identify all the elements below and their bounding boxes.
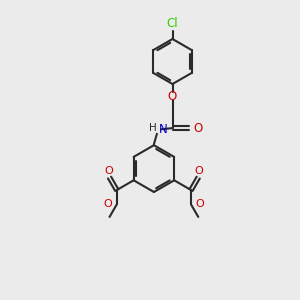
Text: O: O: [193, 122, 202, 135]
Text: H: H: [149, 123, 157, 134]
Text: N: N: [158, 123, 167, 136]
Text: O: O: [194, 166, 203, 176]
Text: Cl: Cl: [167, 17, 178, 30]
Text: O: O: [196, 199, 204, 209]
Text: O: O: [168, 89, 177, 103]
Text: O: O: [103, 199, 112, 209]
Text: O: O: [105, 167, 113, 176]
